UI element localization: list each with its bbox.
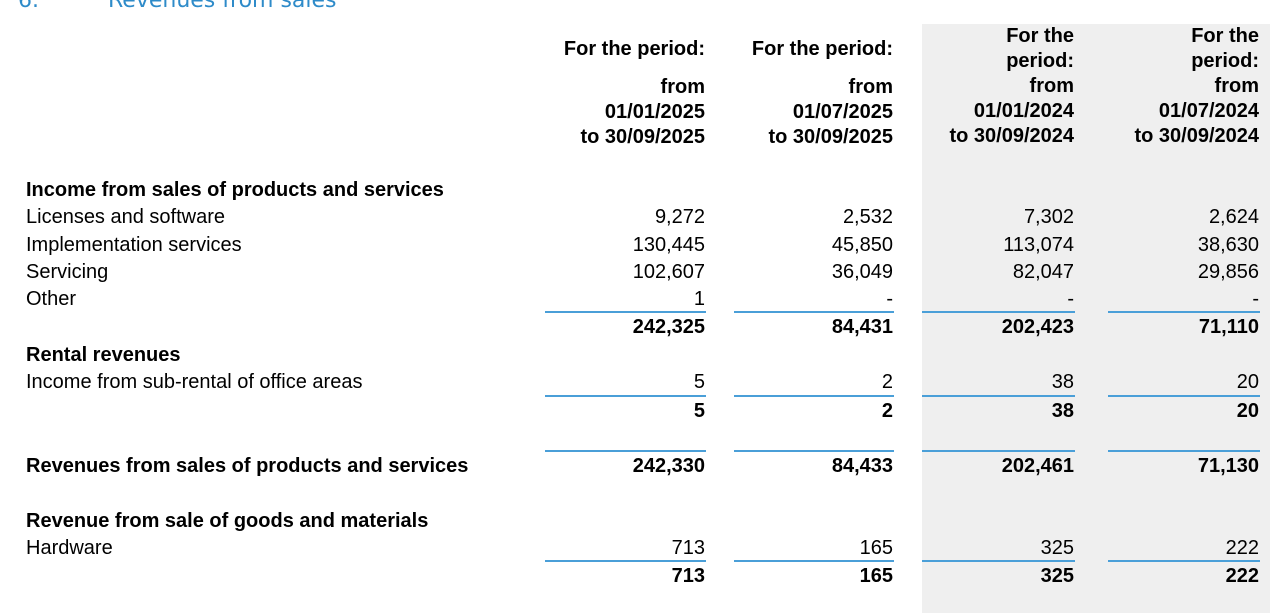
subtotal-rule-c4 bbox=[1108, 311, 1260, 313]
subtotal-products-c4: 71,110 bbox=[1198, 316, 1259, 338]
value-licenses-c1: 9,272 bbox=[654, 206, 705, 228]
value-licenses-c2: 2,532 bbox=[842, 206, 893, 228]
row-label-licenses: Licenses and software bbox=[26, 206, 226, 228]
subtotal-rental-c3: 38 bbox=[1051, 400, 1074, 422]
subtotal-rule-goods-c4 bbox=[1108, 560, 1260, 562]
subtotal-rule-rental-c4 bbox=[1108, 395, 1260, 397]
value-implementation-c3: 113,074 bbox=[1003, 234, 1074, 256]
column-header-3: For the period: from 01/01/2024 to 30/09… bbox=[949, 25, 1074, 147]
value-other-c1: 1 bbox=[693, 288, 705, 310]
total-rule-c4 bbox=[1108, 450, 1260, 452]
value-licenses-c3: 7,302 bbox=[1023, 206, 1074, 228]
subtotal-rule-c3 bbox=[922, 311, 1075, 313]
section-number: 6. bbox=[18, 0, 39, 13]
section-heading: 6. Revenues from sales bbox=[18, 0, 337, 13]
value-other-c4: - bbox=[1252, 288, 1259, 310]
value-hardware-c1: 713 bbox=[671, 537, 705, 559]
subtotal-rule-rental-c3 bbox=[922, 395, 1075, 397]
subtotal-rule-rental-c2 bbox=[734, 395, 894, 397]
value-implementation-c2: 45,850 bbox=[831, 234, 893, 256]
row-label-servicing: Servicing bbox=[26, 261, 109, 283]
value-implementation-c1: 130,445 bbox=[632, 234, 705, 256]
row-label-hardware: Hardware bbox=[26, 537, 113, 559]
total-c1: 242,330 bbox=[632, 455, 705, 477]
column-header-4: For the period: from 01/07/2024 to 30/09… bbox=[1134, 25, 1259, 147]
subtotal-rule-goods-c2 bbox=[734, 560, 894, 562]
subtotal-products-c1: 242,325 bbox=[632, 316, 705, 338]
subtotal-goods-c3: 325 bbox=[1040, 565, 1074, 587]
value-subrental-c4: 20 bbox=[1236, 371, 1259, 393]
subtotal-rule-c1 bbox=[545, 311, 706, 313]
row-label-subrental: Income from sub-rental of office areas bbox=[26, 371, 363, 393]
group-title-products: Income from sales of products and servic… bbox=[26, 179, 444, 201]
total-c4: 71,130 bbox=[1197, 455, 1259, 477]
value-licenses-c4: 2,624 bbox=[1208, 206, 1259, 228]
subtotal-rule-c2 bbox=[734, 311, 894, 313]
group-title-goods: Revenue from sale of goods and materials bbox=[26, 510, 429, 532]
subtotal-goods-c2: 165 bbox=[859, 565, 893, 587]
prior-year-shading bbox=[922, 24, 1270, 613]
group-title-rental: Rental revenues bbox=[26, 344, 181, 366]
column-header-2: For the period: from 01/07/2025 to 30/09… bbox=[751, 38, 893, 148]
value-other-c3: - bbox=[1067, 288, 1074, 310]
column-header-1: For the period: from 01/01/2025 to 30/09… bbox=[563, 38, 705, 148]
total-rule-c1 bbox=[545, 450, 706, 452]
subtotal-rental-c2: 2 bbox=[881, 400, 893, 422]
value-servicing-c3: 82,047 bbox=[1012, 261, 1074, 283]
subtotal-products-c3: 202,423 bbox=[1001, 316, 1074, 338]
subtotal-products-c2: 84,431 bbox=[831, 316, 893, 338]
value-other-c2: - bbox=[886, 288, 893, 310]
subtotal-rule-goods-c1 bbox=[545, 560, 706, 562]
subtotal-rule-rental-c1 bbox=[545, 395, 706, 397]
section-title: Revenues from sales bbox=[108, 0, 337, 13]
value-servicing-c1: 102,607 bbox=[632, 261, 705, 283]
total-label: Revenues from sales of products and serv… bbox=[26, 455, 469, 477]
subtotal-rental-c4: 20 bbox=[1236, 400, 1259, 422]
value-servicing-c4: 29,856 bbox=[1197, 261, 1259, 283]
total-c2: 84,433 bbox=[831, 455, 893, 477]
row-label-other: Other bbox=[26, 288, 77, 310]
value-subrental-c2: 2 bbox=[881, 371, 893, 393]
total-c3: 202,461 bbox=[1001, 455, 1074, 477]
total-rule-c3 bbox=[922, 450, 1075, 452]
value-subrental-c1: 5 bbox=[693, 371, 705, 393]
subtotal-goods-c4: 222 bbox=[1225, 565, 1259, 587]
total-rule-c2 bbox=[734, 450, 894, 452]
subtotal-rental-c1: 5 bbox=[693, 400, 705, 422]
value-implementation-c4: 38,630 bbox=[1197, 234, 1259, 256]
value-hardware-c2: 165 bbox=[859, 537, 893, 559]
subtotal-goods-c1: 713 bbox=[671, 565, 705, 587]
row-label-implementation: Implementation services bbox=[26, 234, 242, 256]
value-servicing-c2: 36,049 bbox=[831, 261, 893, 283]
value-hardware-c3: 325 bbox=[1040, 537, 1074, 559]
subtotal-rule-goods-c3 bbox=[922, 560, 1075, 562]
value-hardware-c4: 222 bbox=[1225, 537, 1259, 559]
value-subrental-c3: 38 bbox=[1051, 371, 1074, 393]
